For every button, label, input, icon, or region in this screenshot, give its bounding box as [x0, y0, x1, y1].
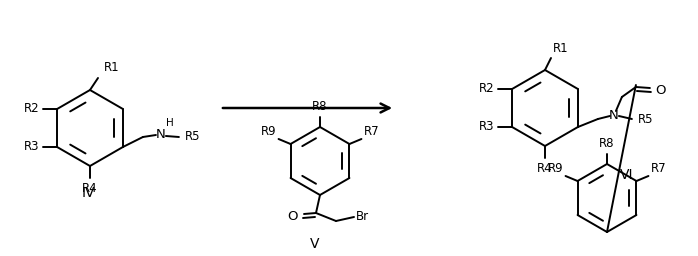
- Text: R4: R4: [82, 182, 98, 195]
- Text: R2: R2: [478, 82, 494, 95]
- Text: R8: R8: [312, 100, 328, 113]
- Text: O: O: [288, 209, 298, 222]
- Text: V: V: [310, 237, 320, 251]
- Text: R7: R7: [651, 162, 666, 175]
- Text: N: N: [609, 109, 619, 122]
- Text: R9: R9: [548, 162, 563, 175]
- Text: R5: R5: [638, 112, 653, 125]
- Text: IV: IV: [81, 186, 95, 200]
- Text: R1: R1: [553, 42, 569, 55]
- Text: R3: R3: [24, 141, 39, 154]
- Text: R8: R8: [600, 137, 615, 150]
- Text: R4: R4: [537, 162, 553, 175]
- Text: VI: VI: [621, 168, 634, 182]
- Text: R3: R3: [479, 121, 494, 133]
- Text: N: N: [156, 129, 166, 142]
- Text: R5: R5: [185, 131, 200, 144]
- Text: H: H: [166, 118, 174, 128]
- Text: R1: R1: [104, 61, 119, 74]
- Text: Br: Br: [356, 209, 369, 222]
- Text: O: O: [655, 83, 665, 97]
- Text: R9: R9: [261, 125, 276, 138]
- Text: R7: R7: [364, 125, 379, 138]
- Text: R2: R2: [24, 102, 39, 115]
